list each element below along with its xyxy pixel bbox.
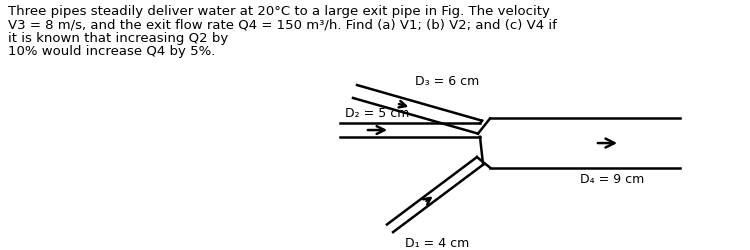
Text: D₄ = 9 cm: D₄ = 9 cm [580, 173, 644, 186]
Text: 10% would increase Q4 by 5%.: 10% would increase Q4 by 5%. [8, 45, 215, 58]
Text: D₃ = 6 cm: D₃ = 6 cm [415, 74, 479, 87]
Text: D₁ = 4 cm: D₁ = 4 cm [405, 236, 470, 249]
Text: it is known that increasing Q2 by: it is known that increasing Q2 by [8, 32, 228, 44]
Text: Three pipes steadily deliver water at 20°C to a large exit pipe in Fig. The velo: Three pipes steadily deliver water at 20… [8, 5, 550, 18]
Text: V3 = 8 m/s, and the exit flow rate Q4 = 150 m³/h. Find (a) V1; (b) V2; and (c) V: V3 = 8 m/s, and the exit flow rate Q4 = … [8, 18, 556, 31]
Text: D₂ = 5 cm: D₂ = 5 cm [345, 107, 410, 120]
